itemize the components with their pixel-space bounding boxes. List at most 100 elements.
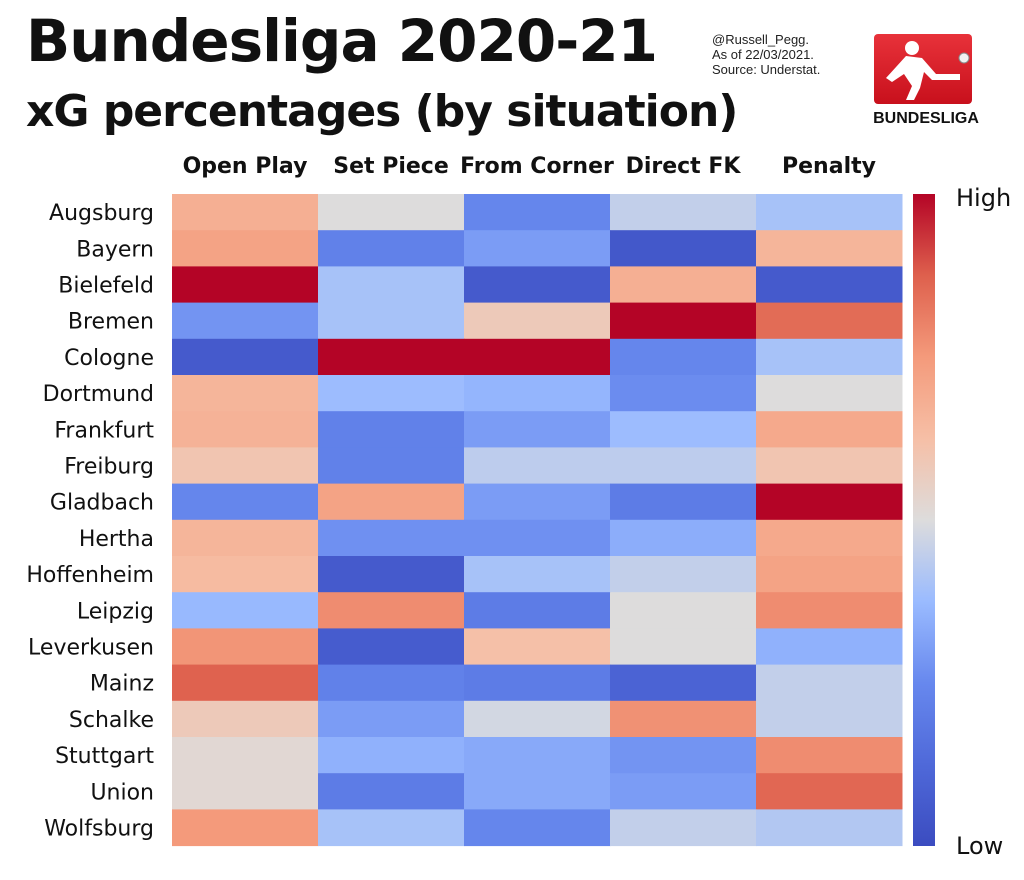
player-silhouette-icon (886, 41, 970, 100)
heatmap-cell (464, 266, 611, 304)
heatmap-cell (464, 737, 611, 774)
heatmap-cell (756, 700, 903, 738)
heatmap-cell (318, 338, 465, 376)
heatmap-cell (756, 411, 903, 448)
heatmap-cell (318, 483, 465, 521)
heatmap-cell (172, 266, 319, 304)
heatmap-cell (318, 519, 465, 557)
heatmap-cell (756, 375, 903, 412)
heatmap-cell (172, 194, 319, 231)
heatmap-chart: Open Play Set Piece From Corner Direct FK Pe… (0, 140, 1024, 876)
heatmap-cell (318, 230, 465, 267)
heatmap-cell (610, 592, 757, 629)
chart-title: Bundesliga 2020-21 (26, 7, 658, 75)
heatmap-cell (318, 556, 465, 593)
heatmap-cell (172, 592, 319, 629)
heatmap-cell (756, 773, 903, 810)
heatmap-cell (464, 338, 611, 376)
heatmap-cell (610, 194, 757, 231)
heatmap-cell (756, 519, 903, 557)
row-label: Leipzig (77, 599, 154, 624)
chart-subtitle: xG percentages (by situation) (26, 86, 738, 137)
row-label: Schalke (69, 708, 154, 733)
heatmap-cell (464, 230, 611, 267)
heatmap-cell (318, 447, 465, 485)
heatmap-cell (464, 447, 611, 485)
row-label: Hertha (79, 527, 154, 552)
logo-text-bold: LIGA (940, 110, 979, 127)
heatmap-cell (610, 773, 757, 810)
heatmap-cell (610, 266, 757, 304)
logo-text-regular: BUNDES (873, 110, 941, 127)
heatmap-cell (756, 592, 903, 629)
heatmap-cell (464, 809, 611, 847)
heatmap-cell (610, 411, 757, 448)
heatmap-cell (610, 556, 757, 593)
row-label: Bayern (76, 237, 154, 262)
column-label: Open Play (183, 154, 308, 179)
row-labels: Augsburg Bayern Bielefeld Bremen Cologne Dort… (26, 201, 154, 841)
heatmap-cell (756, 737, 903, 774)
heatmap-cell (610, 737, 757, 774)
heatmap-cell (756, 338, 903, 376)
heatmap-cell (318, 411, 465, 448)
heatmap-cell (172, 628, 319, 666)
colorbar-low-label: Low (956, 832, 1003, 860)
heatmap-cell (610, 338, 757, 376)
heatmap-cell (464, 194, 611, 231)
row-label: Bielefeld (58, 274, 154, 299)
heatmap-cell (172, 230, 319, 267)
as-of-date: As of 22/03/2021. (712, 47, 814, 62)
heatmap-cell (172, 700, 319, 738)
heatmap-cell (172, 737, 319, 774)
row-label: Dortmund (43, 382, 154, 407)
heatmap-cell (756, 628, 903, 666)
heatmap-cell (172, 447, 319, 485)
column-label: Direct FK (626, 154, 742, 179)
heatmap-cell (610, 375, 757, 412)
credits-block: @Russell_Pegg. As of 22/03/2021. Source:… (712, 32, 820, 77)
heatmap-cell (464, 411, 611, 448)
row-label: Freiburg (64, 455, 154, 480)
heatmap-cell (318, 628, 465, 666)
heatmap-cell (172, 556, 319, 593)
heatmap-cell (464, 556, 611, 593)
heatmap-cell (318, 266, 465, 304)
heatmap-cell (318, 809, 465, 847)
heatmap-cell (172, 519, 319, 557)
heatmap-cell (610, 447, 757, 485)
column-labels: Open Play Set Piece From Corner Direct FK Pe… (183, 154, 876, 179)
heatmap-cell (756, 266, 903, 304)
heatmap-cell (610, 664, 757, 702)
bundesliga-logo-text: BUNDESLIGA (868, 110, 984, 128)
row-label: Frankfurt (54, 418, 154, 443)
heatmap-cell (318, 302, 465, 340)
row-label: Mainz (90, 672, 154, 697)
row-label: Cologne (64, 346, 154, 371)
column-label: From Corner (460, 154, 614, 179)
heatmap-cell (318, 194, 465, 231)
heatmap-cell (318, 773, 465, 810)
heatmap-cell (756, 302, 903, 340)
row-label: Hoffenheim (26, 563, 154, 588)
row-label: Leverkusen (28, 636, 154, 661)
heatmap-cell (756, 556, 903, 593)
row-label: Union (90, 780, 154, 805)
heatmap-cell (172, 411, 319, 448)
heatmap-cell (464, 519, 611, 557)
bundesliga-logo-badge (874, 34, 972, 104)
data-source: Source: Understat. (712, 62, 821, 77)
row-label: Gladbach (50, 491, 154, 516)
row-label: Stuttgart (55, 744, 154, 769)
colorbar-high-label: High (956, 184, 1011, 212)
heatmap-cell (756, 809, 903, 847)
heatmap-cell (756, 447, 903, 485)
row-label: Wolfsburg (44, 817, 154, 842)
heatmap-cell (756, 230, 903, 267)
heatmap-cell (464, 483, 611, 521)
heatmap-cell (464, 628, 611, 666)
heatmap-cell (464, 664, 611, 702)
heatmap-cell (172, 375, 319, 412)
heatmap-cell (756, 194, 903, 231)
heatmap-cell (172, 664, 319, 702)
